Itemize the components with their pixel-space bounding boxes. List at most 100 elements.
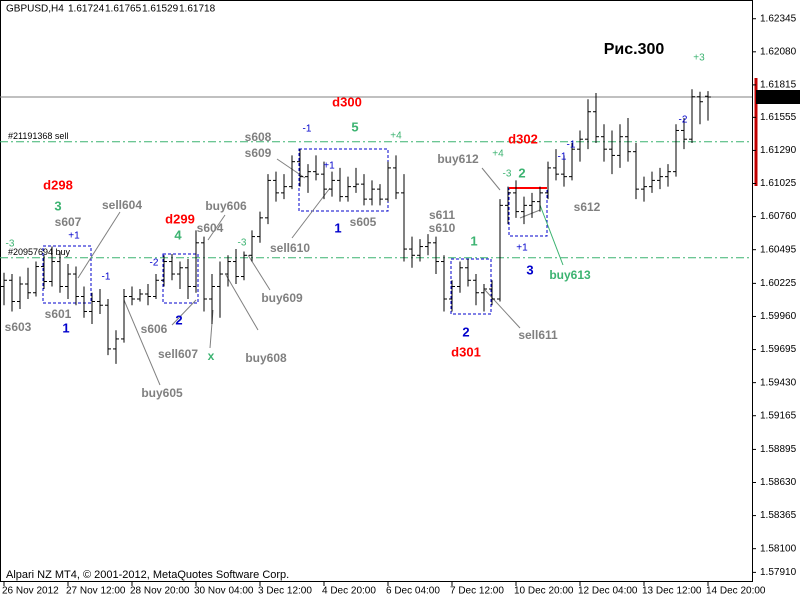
connector bbox=[539, 204, 564, 266]
annotation: 3 bbox=[54, 198, 61, 213]
annotation: s609 bbox=[245, 146, 272, 160]
y-tick-label: 1.62345 bbox=[760, 13, 797, 24]
y-tick-label: 1.61815 bbox=[760, 80, 797, 91]
annotation: 1 bbox=[62, 320, 69, 335]
x-tick-label: 12 Dec 04:00 bbox=[578, 586, 638, 597]
y-tick-label: 1.59165 bbox=[760, 410, 797, 421]
header-open: 1.61724 bbox=[68, 4, 105, 15]
annotation: -3 bbox=[503, 169, 512, 180]
y-tick-label: 1.60225 bbox=[760, 278, 797, 289]
level-label: #21191368 sell bbox=[8, 131, 68, 141]
y-tick-label: 1.61290 bbox=[760, 145, 797, 156]
connector bbox=[481, 167, 501, 191]
y-tick-label: 1.60760 bbox=[760, 211, 797, 222]
x-tick-label: 28 Nov 20:00 bbox=[130, 586, 190, 597]
y-tick-label: 1.57910 bbox=[760, 567, 797, 578]
y-tick-label: 1.58895 bbox=[760, 444, 797, 455]
annotation: s608 bbox=[245, 130, 272, 144]
header-symbol: GBPUSD,H4 bbox=[6, 4, 64, 15]
x-tick-label: 14 Dec 20:00 bbox=[706, 586, 766, 597]
x-tick-label: 26 Nov 2012 bbox=[2, 586, 59, 597]
annotation: buy608 bbox=[245, 351, 287, 365]
y-tick-label: 1.61555 bbox=[760, 112, 797, 123]
annotation: s604 bbox=[197, 221, 224, 235]
connector bbox=[171, 299, 197, 326]
x-tick-label: 4 Dec 20:00 bbox=[322, 586, 376, 597]
box bbox=[508, 187, 548, 237]
y-tick-label: 1.62080 bbox=[760, 46, 797, 57]
level-label: #20957694 buy bbox=[8, 247, 71, 257]
y-tick-label: 1.60495 bbox=[760, 244, 797, 255]
connector bbox=[519, 209, 541, 219]
x-tick-label: 7 Dec 12:00 bbox=[450, 586, 504, 597]
annotation: Рис.300 bbox=[604, 41, 665, 58]
annotation: 3 bbox=[526, 262, 533, 277]
box bbox=[162, 253, 199, 304]
annotation: -2 bbox=[150, 258, 159, 269]
annotation: x bbox=[208, 349, 215, 363]
annotation: 4 bbox=[174, 227, 182, 242]
box bbox=[42, 245, 92, 304]
annotation: s606 bbox=[141, 322, 168, 336]
connector bbox=[225, 274, 259, 331]
connector bbox=[207, 214, 226, 241]
annotation: d301 bbox=[451, 344, 481, 359]
connector bbox=[484, 289, 521, 329]
annotation: d298 bbox=[43, 177, 73, 192]
annotation: s603 bbox=[5, 320, 32, 334]
x-tick-label: 13 Dec 12:00 bbox=[642, 586, 702, 597]
annotation: sell607 bbox=[158, 347, 198, 361]
annotation: s610 bbox=[429, 221, 456, 235]
y-tick-label: 1.59695 bbox=[760, 344, 797, 355]
x-tick-label: 27 Nov 12:00 bbox=[66, 586, 126, 597]
annotation: -3 bbox=[6, 239, 15, 250]
y-tick-label: 1.58100 bbox=[760, 543, 797, 554]
annotation: 2 bbox=[175, 312, 182, 327]
y-tick-label: 1.59430 bbox=[760, 377, 797, 388]
y-tick-label: 1.58630 bbox=[760, 477, 797, 488]
annotation: buy612 bbox=[437, 152, 479, 166]
annotation: -1 bbox=[558, 152, 567, 163]
annotation: 2 bbox=[518, 165, 525, 180]
price-box bbox=[756, 90, 800, 104]
header-low: 1.61529 bbox=[142, 4, 179, 15]
connector bbox=[123, 299, 161, 386]
x-tick-label: 30 Nov 04:00 bbox=[194, 586, 254, 597]
annotation: +1 bbox=[516, 243, 528, 254]
box bbox=[450, 258, 492, 315]
annotation: +1 bbox=[323, 161, 335, 172]
annotation: s607 bbox=[55, 215, 82, 229]
annotation: 1 bbox=[334, 220, 341, 235]
annotation: buy609 bbox=[261, 291, 303, 305]
annotation: -3 bbox=[238, 238, 247, 249]
annotation: -1 bbox=[303, 124, 312, 135]
annotation: +4 bbox=[390, 131, 402, 142]
annotation: -1 bbox=[567, 140, 576, 151]
footer: Alpari NZ MT4, © 2001-2012, MetaQuotes S… bbox=[6, 569, 289, 581]
annotation: +3 bbox=[693, 53, 705, 64]
header-high: 1.61765 bbox=[105, 4, 142, 15]
annotation: d299 bbox=[165, 211, 195, 226]
connector bbox=[77, 211, 121, 279]
annotation: s601 bbox=[45, 307, 72, 321]
annotation: 1 bbox=[470, 233, 477, 248]
annotation: sell604 bbox=[102, 198, 142, 212]
price-label: 1.61718 bbox=[759, 92, 796, 103]
y-tick-label: 1.61025 bbox=[760, 178, 797, 189]
annotation: buy613 bbox=[549, 268, 591, 282]
annotation: -1 bbox=[102, 272, 111, 283]
annotation: s611 bbox=[429, 208, 455, 222]
header-close: 1.61718 bbox=[179, 4, 216, 15]
annotation: buy606 bbox=[205, 199, 247, 213]
plot-frame bbox=[0, 0, 753, 582]
annotation: buy605 bbox=[141, 386, 183, 400]
annotation: d300 bbox=[332, 94, 362, 109]
annotation: s612 bbox=[574, 200, 601, 214]
annotation: -2 bbox=[679, 115, 688, 126]
y-tick-label: 1.58365 bbox=[760, 510, 797, 521]
annotation: +1 bbox=[68, 231, 80, 242]
annotation: +4 bbox=[492, 149, 504, 160]
y-tick-label: 1.59960 bbox=[760, 311, 797, 322]
